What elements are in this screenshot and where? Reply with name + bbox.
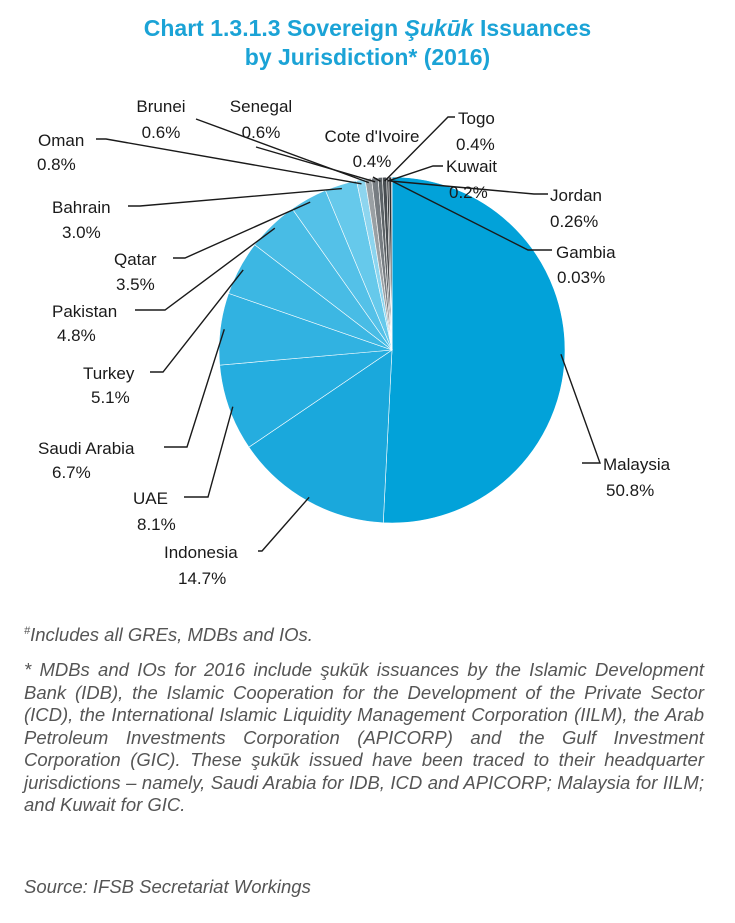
leader-line-cote-d-ivoire — [372, 176, 381, 182]
footnote-hash: #Includes all GREs, MDBs and IOs. — [24, 620, 704, 647]
slice-label-cote-d-ivoire: Cote d'Ivoire — [325, 127, 420, 146]
slice-label-indonesia: Indonesia — [164, 543, 238, 562]
slice-value-gambia: 0.03% — [557, 268, 605, 287]
leader-line-togo — [384, 116, 455, 182]
slice-label-togo: Togo — [458, 109, 495, 128]
leader-line-bahrain — [128, 187, 342, 207]
slice-label-senegal: Senegal — [230, 97, 292, 116]
leader-line-gambia — [391, 180, 552, 251]
chart-title-prefix: Chart 1.3.1.3 Sovereign — [143, 15, 405, 41]
leader-line-oman — [96, 138, 362, 185]
pie-slice-uae — [219, 349, 394, 448]
slice-value-saudi-arabia: 6.7% — [52, 463, 91, 482]
pie-slice-indonesia — [248, 349, 393, 524]
slice-value-uae: 8.1% — [137, 515, 176, 534]
leader-line-saudi-arabia — [164, 329, 225, 448]
slice-value-pakistan: 4.8% — [57, 326, 96, 345]
leader-lines — [96, 116, 601, 552]
slice-label-malaysia: Malaysia — [603, 455, 671, 474]
pie-slices — [218, 176, 566, 524]
leader-line-pakistan — [135, 227, 276, 311]
slice-label-oman: Oman — [38, 131, 84, 150]
slice-label-saudi-arabia: Saudi Arabia — [38, 439, 135, 458]
slice-label-uae: UAE — [133, 489, 168, 508]
leader-line-uae — [184, 406, 234, 498]
pie-chart: Malaysia 50.8% Indonesia 14.7% UAE 8.1% Saudi … — [37, 97, 671, 588]
pie-slice-malaysia — [382, 176, 566, 524]
chart-title: Chart 1.3.1.3 Sovereign Şukūk Issuances … — [0, 14, 735, 72]
slice-value-kuwait: 0.2% — [449, 183, 488, 202]
slice-value-brunei: 0.6% — [142, 123, 181, 142]
footnote-star: * MDBs and IOs for 2016 include şukūk is… — [24, 659, 704, 815]
slice-label-bahrain: Bahrain — [52, 198, 111, 217]
slice-value-jordan: 0.26% — [550, 212, 598, 231]
leader-line-turkey — [150, 269, 244, 373]
leader-line-indonesia — [258, 496, 310, 552]
leader-line-kuwait — [387, 165, 443, 182]
slice-value-senegal: 0.6% — [242, 123, 281, 142]
leader-line-qatar — [173, 201, 311, 259]
slice-value-turkey: 5.1% — [91, 388, 130, 407]
slice-value-indonesia: 14.7% — [178, 569, 226, 588]
chart-title-line-1: Chart 1.3.1.3 Sovereign Şukūk Issuances — [0, 14, 735, 43]
footnote-hash-symbol: # — [24, 625, 31, 637]
slice-value-togo: 0.4% — [456, 135, 495, 154]
chart-title-line-2: by Jurisdiction* (2016) — [244, 44, 491, 70]
chart-title-suffix: Issuances — [473, 15, 592, 41]
leader-line-malaysia — [560, 354, 601, 464]
footnote-hash-text: Includes all GREs, MDBs and IOs. — [30, 624, 313, 646]
slice-label-brunei: Brunei — [136, 97, 185, 116]
slice-label-kuwait: Kuwait — [446, 157, 497, 176]
slice-value-cote-d-ivoire: 0.4% — [353, 152, 392, 171]
slice-value-oman: 0.8% — [37, 155, 76, 174]
slice-label-gambia: Gambia — [556, 243, 616, 262]
slice-value-malaysia: 50.8% — [606, 481, 654, 500]
slice-label-pakistan: Pakistan — [52, 302, 117, 321]
slice-label-qatar: Qatar — [114, 250, 157, 269]
slice-value-qatar: 3.5% — [116, 275, 155, 294]
slice-value-bahrain: 3.0% — [62, 223, 101, 242]
leader-line-jordan — [390, 180, 548, 195]
slice-label-jordan: Jordan — [550, 186, 602, 205]
source-note: Source: IFSB Secretariat Workings — [24, 876, 311, 897]
chart-title-italic: Şukūk — [404, 15, 474, 41]
leader-line-senegal — [255, 146, 376, 183]
slice-labels: Malaysia 50.8% Indonesia 14.7% UAE 8.1% Saudi … — [37, 97, 671, 588]
slice-label-turkey: Turkey — [83, 364, 135, 383]
